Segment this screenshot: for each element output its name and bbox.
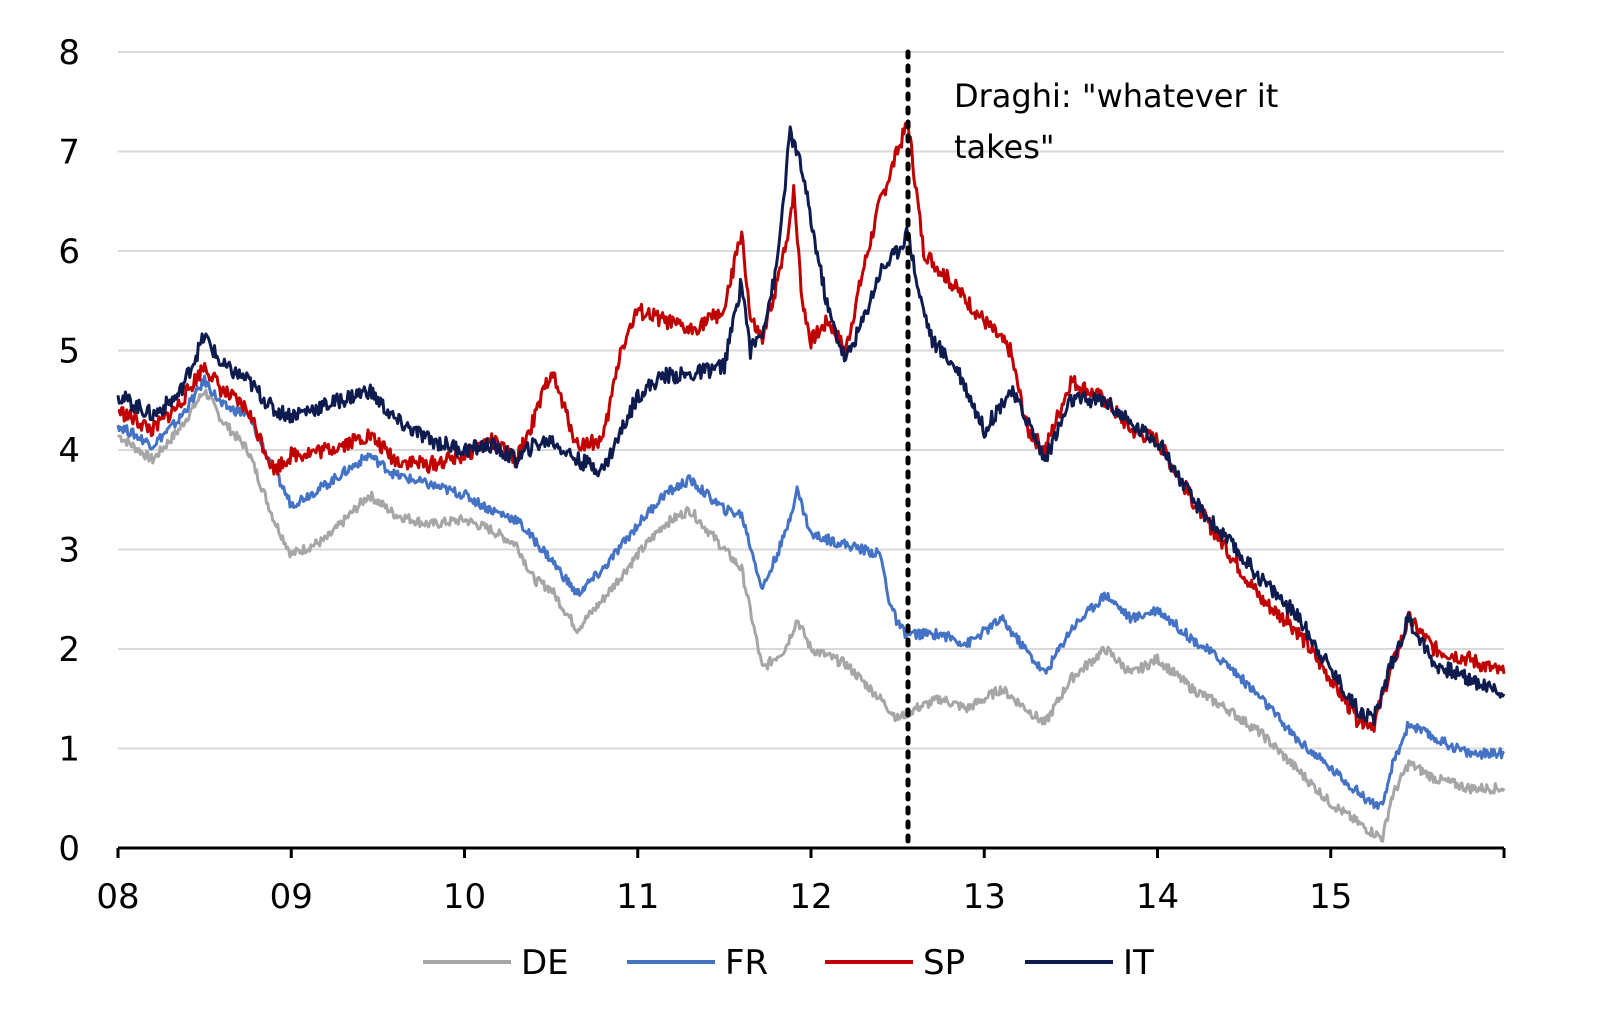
x-tick-label: 15 bbox=[1309, 877, 1352, 917]
y-tick-label: 0 bbox=[58, 829, 80, 869]
x-tick-label: 10 bbox=[443, 877, 486, 917]
y-tick-label: 1 bbox=[58, 730, 80, 770]
y-axis-tick-labels: 0 1 2 3 4 5 6 7 8 bbox=[58, 33, 80, 869]
legend-label-de: DE bbox=[521, 943, 569, 983]
y-tick-label: 6 bbox=[58, 232, 80, 272]
annotation-text-line-2: takes" bbox=[954, 128, 1055, 166]
legend-label-sp: SP bbox=[923, 943, 965, 983]
x-tick-label: 12 bbox=[789, 877, 832, 917]
x-tick-label: 14 bbox=[1136, 877, 1179, 917]
series-line-it bbox=[116, 125, 1506, 726]
y-tick-label: 2 bbox=[58, 630, 80, 670]
series-line-de bbox=[117, 388, 1506, 843]
series-lines bbox=[116, 120, 1506, 843]
y-tick-label: 8 bbox=[58, 33, 80, 73]
series-line-fr bbox=[116, 374, 1506, 811]
x-axis: 08 09 10 11 12 13 14 15 bbox=[96, 846, 1506, 917]
legend: DE FR SP IT bbox=[423, 943, 1154, 983]
x-tick-label: 13 bbox=[963, 877, 1006, 917]
series-line-sp bbox=[117, 120, 1506, 733]
x-tick-label: 09 bbox=[270, 877, 313, 917]
legend-label-fr: FR bbox=[725, 943, 768, 983]
x-tick-label: 11 bbox=[616, 877, 659, 917]
y-tick-label: 5 bbox=[58, 332, 80, 372]
annotation-text-line-1: Draghi: "whatever it bbox=[954, 77, 1278, 115]
y-tick-label: 4 bbox=[58, 431, 80, 471]
y-tick-label: 7 bbox=[58, 133, 80, 173]
y-tick-label: 3 bbox=[58, 531, 80, 571]
draghi-annotation: Draghi: "whatever it takes" bbox=[905, 49, 1278, 847]
x-tick-label: 08 bbox=[96, 877, 139, 917]
legend-label-it: IT bbox=[1123, 943, 1154, 983]
